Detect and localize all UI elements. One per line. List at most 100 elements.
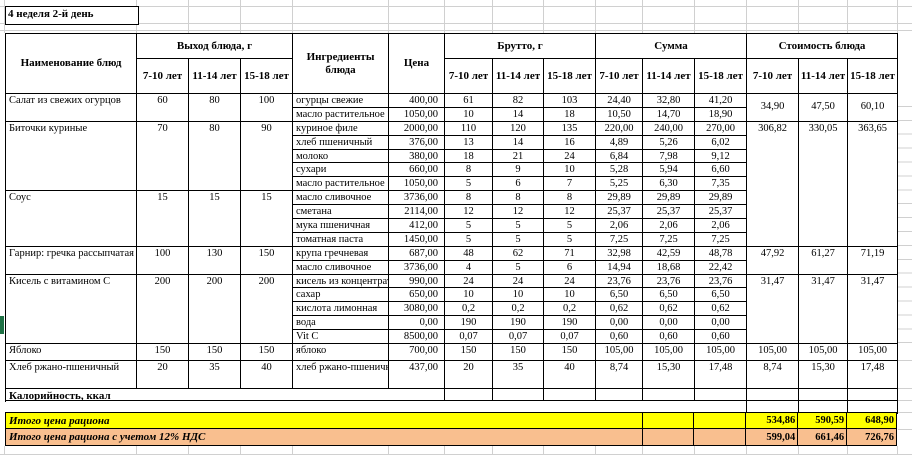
price-cell[interactable]: 3736,00 bbox=[389, 191, 445, 206]
sum-value-cell[interactable]: 2,06 bbox=[695, 219, 747, 233]
sum-value-cell[interactable]: 5,28 bbox=[596, 163, 643, 178]
gross-value-cell[interactable]: 6 bbox=[544, 260, 596, 275]
empty-cell[interactable] bbox=[693, 413, 745, 428]
output-value-cell[interactable]: 80 bbox=[189, 121, 241, 192]
sum-value-cell[interactable]: 6,02 bbox=[695, 135, 747, 150]
output-value-cell[interactable]: 130 bbox=[189, 246, 241, 275]
gross-value-cell[interactable]: 5 bbox=[493, 232, 544, 247]
cost-value-cell[interactable]: 31,47 bbox=[799, 274, 848, 345]
sum-value-cell[interactable]: 25,37 bbox=[643, 205, 695, 220]
gross-value-cell[interactable]: 12 bbox=[445, 205, 493, 220]
price-cell[interactable]: 700,00 bbox=[389, 344, 445, 362]
total-label[interactable]: Итого цена рациона bbox=[9, 414, 110, 427]
gross-value-cell[interactable]: 12 bbox=[493, 205, 544, 220]
header-age-col[interactable]: 11-14 лет bbox=[643, 59, 695, 94]
gross-value-cell[interactable]: 14 bbox=[493, 107, 544, 122]
header-dish-name[interactable]: Наименование блюд bbox=[6, 34, 137, 94]
cost-value-cell[interactable]: 60,10 bbox=[848, 94, 898, 122]
output-value-cell[interactable]: 150 bbox=[189, 344, 241, 362]
ingredient-name-cell[interactable]: масло сливочное bbox=[293, 260, 389, 275]
total-value-cell[interactable]: 726,76 bbox=[846, 429, 896, 445]
sum-value-cell[interactable]: 105,00 bbox=[643, 344, 695, 362]
header-age-col[interactable]: 15-18 лет bbox=[848, 59, 898, 94]
sum-value-cell[interactable]: 6,50 bbox=[643, 288, 695, 303]
price-cell[interactable]: 0,00 bbox=[389, 316, 445, 331]
cost-value-cell[interactable]: 15,30 bbox=[799, 361, 848, 390]
cost-value-cell[interactable]: 31,47 bbox=[848, 274, 898, 345]
output-value-cell[interactable]: 150 bbox=[241, 246, 293, 275]
empty-cell[interactable] bbox=[799, 401, 848, 413]
gross-value-cell[interactable]: 6 bbox=[493, 177, 544, 192]
gross-value-cell[interactable]: 82 bbox=[493, 94, 544, 108]
dish-name-cell[interactable]: Кисель с витамином С bbox=[6, 274, 137, 345]
header-sum-group[interactable]: Сумма bbox=[596, 34, 747, 59]
cost-value-cell[interactable]: 31,47 bbox=[747, 274, 799, 345]
price-cell[interactable]: 1050,00 bbox=[389, 177, 445, 192]
gross-value-cell[interactable]: 5 bbox=[445, 177, 493, 192]
gross-value-cell[interactable]: 8 bbox=[445, 163, 493, 178]
gross-value-cell[interactable]: 21 bbox=[493, 149, 544, 164]
sum-value-cell[interactable]: 105,00 bbox=[596, 344, 643, 362]
sum-value-cell[interactable]: 5,26 bbox=[643, 135, 695, 150]
empty-cell[interactable] bbox=[643, 389, 695, 402]
empty-cell[interactable] bbox=[641, 429, 694, 445]
gross-value-cell[interactable]: 14 bbox=[493, 135, 544, 150]
gross-value-cell[interactable]: 20 bbox=[445, 361, 493, 390]
ingredient-name-cell[interactable]: молоко bbox=[293, 149, 389, 164]
dish-name-cell[interactable]: Хлеб ржано-пшеничный bbox=[6, 361, 137, 390]
sum-value-cell[interactable]: 2,06 bbox=[596, 219, 643, 233]
output-value-cell[interactable]: 150 bbox=[241, 344, 293, 362]
output-value-cell[interactable]: 200 bbox=[137, 274, 189, 345]
gross-value-cell[interactable]: 35 bbox=[493, 361, 544, 390]
sum-value-cell[interactable]: 18,68 bbox=[643, 260, 695, 275]
header-age-col[interactable]: 11-14 лет bbox=[493, 59, 544, 94]
total-value-cell[interactable]: 590,59 bbox=[797, 413, 846, 428]
sum-value-cell[interactable]: 7,25 bbox=[596, 232, 643, 247]
gross-value-cell[interactable]: 0,2 bbox=[445, 302, 493, 317]
sum-value-cell[interactable]: 14,94 bbox=[596, 260, 643, 275]
gross-value-cell[interactable]: 0,07 bbox=[445, 330, 493, 345]
gross-value-cell[interactable]: 0,2 bbox=[493, 302, 544, 317]
gross-value-cell[interactable]: 18 bbox=[445, 149, 493, 164]
ingredient-name-cell[interactable]: огурцы свежие bbox=[293, 94, 389, 108]
gross-value-cell[interactable]: 24 bbox=[544, 149, 596, 164]
header-age-col[interactable]: 7-10 лет bbox=[137, 59, 189, 94]
gross-value-cell[interactable]: 8 bbox=[544, 191, 596, 206]
gross-value-cell[interactable]: 150 bbox=[445, 344, 493, 362]
total-value-cell[interactable]: 648,90 bbox=[846, 413, 896, 428]
ingredient-name-cell[interactable]: кислота лимонная bbox=[293, 302, 389, 317]
header-age-col[interactable]: 15-18 лет bbox=[695, 59, 747, 94]
cost-value-cell[interactable]: 8,74 bbox=[747, 361, 799, 390]
gross-value-cell[interactable]: 120 bbox=[493, 121, 544, 136]
sum-value-cell[interactable]: 7,35 bbox=[695, 177, 747, 192]
output-value-cell[interactable]: 35 bbox=[189, 361, 241, 390]
sum-value-cell[interactable]: 6,84 bbox=[596, 149, 643, 164]
gross-value-cell[interactable]: 150 bbox=[544, 344, 596, 362]
gross-value-cell[interactable]: 190 bbox=[493, 316, 544, 331]
sum-value-cell[interactable]: 6,60 bbox=[695, 163, 747, 178]
gross-value-cell[interactable]: 4 bbox=[445, 260, 493, 275]
gross-value-cell[interactable]: 0,2 bbox=[544, 302, 596, 317]
total-value-cell[interactable]: 534,86 bbox=[745, 413, 797, 428]
gross-value-cell[interactable]: 61 bbox=[445, 94, 493, 108]
sum-value-cell[interactable]: 270,00 bbox=[695, 121, 747, 136]
output-value-cell[interactable]: 15 bbox=[189, 191, 241, 247]
output-value-cell[interactable]: 150 bbox=[137, 344, 189, 362]
gross-value-cell[interactable]: 10 bbox=[445, 107, 493, 122]
gross-value-cell[interactable]: 10 bbox=[544, 288, 596, 303]
price-cell[interactable]: 660,00 bbox=[389, 163, 445, 178]
title-cell[interactable]: 4 неделя 2-й день bbox=[5, 6, 139, 25]
sum-value-cell[interactable]: 15,30 bbox=[643, 361, 695, 390]
ingredient-name-cell[interactable]: масло растительное bbox=[293, 177, 389, 192]
dish-name-cell[interactable]: Гарнир: гречка рассыпчатая bbox=[6, 246, 137, 275]
cost-value-cell[interactable]: 306,82 bbox=[747, 121, 799, 247]
ingredient-name-cell[interactable]: кисель из концентрата bbox=[293, 274, 389, 289]
cost-value-cell[interactable]: 105,00 bbox=[848, 344, 898, 362]
total-label[interactable]: Итого цена рациона с учетом 12% НДС bbox=[9, 431, 206, 443]
gross-value-cell[interactable]: 48 bbox=[445, 246, 493, 261]
sum-value-cell[interactable]: 23,76 bbox=[596, 274, 643, 289]
gross-value-cell[interactable]: 24 bbox=[544, 274, 596, 289]
cost-value-cell[interactable]: 330,05 bbox=[799, 121, 848, 247]
gross-value-cell[interactable]: 24 bbox=[445, 274, 493, 289]
sum-value-cell[interactable]: 32,98 bbox=[596, 246, 643, 261]
